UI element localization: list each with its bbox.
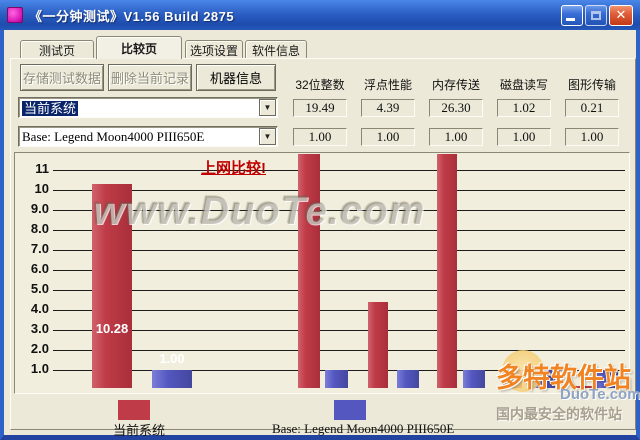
tab-test-page[interactable]: 测试页 <box>20 40 94 59</box>
watermark-site-slogan: 国内最安全的软件站 <box>496 406 622 422</box>
legend-label-current: 当前系统 <box>113 423 166 438</box>
tab-label: 软件信息 <box>251 43 300 58</box>
bar-base-0 <box>152 370 192 388</box>
tab-label: 比较页 <box>120 41 157 56</box>
value-current-float: 4.39 <box>361 99 415 117</box>
gridline <box>53 330 625 331</box>
current-system-select[interactable]: 当前系统 <box>18 97 278 118</box>
gridline <box>53 290 625 291</box>
y-axis-tick-label: 1.0 <box>30 361 49 376</box>
column-header-int32: 32位整数 <box>295 78 345 92</box>
y-axis-tick-label: 3.0 <box>30 321 49 336</box>
value-base-memory: 1.00 <box>429 128 483 146</box>
column-header-disk: 磁盘读写 <box>499 78 548 92</box>
watermark-duote: www.DuoTe.com <box>93 189 426 233</box>
value-current-memory: 26.30 <box>429 99 483 117</box>
gridline <box>53 310 625 311</box>
column-header-float: 浮点性能 <box>363 78 412 92</box>
watermark-site-title: 多特软件站 <box>496 363 631 393</box>
tab-compare-page[interactable]: 比较页 <box>96 36 182 59</box>
bar-value-label-current: 10.28 <box>95 321 129 336</box>
bar-current-0 <box>92 184 132 388</box>
gridline <box>53 270 625 271</box>
compare-online-link[interactable]: 上网比较! <box>201 160 266 177</box>
watermark-site-url: DuoTe.com <box>560 386 640 403</box>
value-current-graphics: 0.21 <box>565 99 619 117</box>
tab-label: 测试页 <box>38 43 75 58</box>
delete-current-record-button[interactable]: 删除当前记录 <box>108 64 192 91</box>
maximize-button[interactable] <box>585 5 607 26</box>
bar-base-3 <box>463 370 485 388</box>
column-header-graphics: 图形传输 <box>567 78 616 92</box>
legend-swatch-current <box>118 400 150 420</box>
base-system-select[interactable]: Base: Legend Moon4000 PIII650E <box>18 126 278 147</box>
y-axis-tick-label: 4.0 <box>30 301 49 316</box>
base-system-value: Base: Legend Moon4000 PIII650E <box>22 128 205 144</box>
value-base-int32: 1.00 <box>293 128 347 146</box>
y-axis-tick-label: 8.0 <box>30 221 49 236</box>
y-axis-tick-label: 7.0 <box>30 241 49 256</box>
chevron-down-icon[interactable] <box>259 99 276 116</box>
watermark-logo-icon <box>502 350 544 392</box>
comparison-chart: www.DuoTe.com 上网比较! 10.28 1.00 11 10 9.0 8.0… <box>14 152 630 394</box>
chevron-down-icon[interactable] <box>259 128 276 145</box>
legend-label-base: Base: Legend Moon4000 PIII650E <box>272 421 455 436</box>
chart-plot-area: 10.28 1.00 <box>53 154 625 388</box>
gridline <box>53 250 625 251</box>
tab-options[interactable]: 选项设置 <box>185 40 243 59</box>
save-test-data-button[interactable]: 存储测试数据 <box>20 64 104 91</box>
y-axis-tick-label: 5.0 <box>30 281 49 296</box>
bar-current-2 <box>368 302 388 388</box>
bar-current-1 <box>298 154 320 388</box>
tab-label: 选项设置 <box>189 43 238 58</box>
legend-swatch-base <box>334 400 366 420</box>
minimize-button[interactable] <box>561 5 583 26</box>
window-title: 《一分钟测试》V1.56 Build 2875 <box>29 8 235 24</box>
value-base-disk: 1.00 <box>497 128 551 146</box>
column-header-memory: 内存传送 <box>431 78 480 92</box>
gridline <box>53 170 625 171</box>
y-axis-tick-label: 11 <box>35 161 49 176</box>
bar-current-3 <box>437 154 457 388</box>
tab-software-info[interactable]: 软件信息 <box>245 40 307 59</box>
value-base-graphics: 1.00 <box>565 128 619 146</box>
value-base-float: 1.00 <box>361 128 415 146</box>
bar-base-2 <box>397 370 419 388</box>
bar-base-1 <box>325 370 348 388</box>
gridline <box>53 230 625 231</box>
minimize-icon <box>566 18 575 21</box>
app-icon <box>7 7 23 23</box>
close-button[interactable] <box>609 5 633 26</box>
current-system-value: 当前系统 <box>22 101 79 116</box>
gridline <box>53 190 625 191</box>
gridline <box>53 350 625 351</box>
machine-info-button[interactable]: 机器信息 <box>196 64 276 91</box>
title-bar: 《一分钟测试》V1.56 Build 2875 <box>0 0 640 30</box>
maximize-icon <box>591 11 601 20</box>
value-current-int32: 19.49 <box>293 99 347 117</box>
y-axis-tick-label: 10 <box>34 181 49 196</box>
y-axis-tick-label: 9.0 <box>30 201 49 216</box>
y-axis-tick-label: 6.0 <box>30 261 49 276</box>
gridline <box>53 210 625 211</box>
bar-base-5 <box>595 370 618 388</box>
bar-current-5 <box>572 386 593 388</box>
bar-value-label-base: 1.00 <box>159 351 185 366</box>
y-axis-tick-label: 2.0 <box>30 341 49 356</box>
value-current-disk: 1.02 <box>497 99 551 117</box>
